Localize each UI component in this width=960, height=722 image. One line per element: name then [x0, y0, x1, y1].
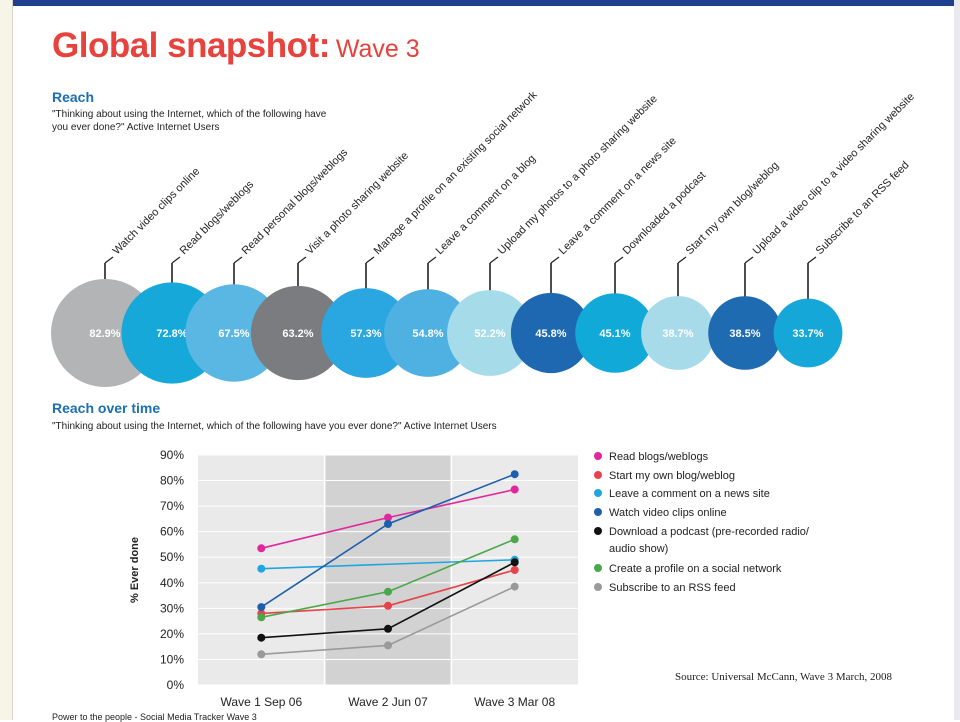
series-point — [257, 603, 266, 612]
y-tick-label: 50% — [160, 550, 184, 564]
legend-label: Read blogs/weblogs — [609, 451, 709, 463]
bubble-value-label: 72.8% — [156, 328, 187, 340]
bubble-value-label: 57.3% — [350, 328, 381, 340]
series-point — [257, 564, 266, 573]
series-point — [384, 601, 392, 610]
series-point — [257, 633, 266, 642]
y-tick-label: 70% — [160, 499, 184, 513]
window-right-border — [954, 0, 960, 720]
bubble-value-label: 45.1% — [599, 328, 630, 340]
leader-tick — [550, 256, 560, 264]
series-point — [257, 613, 266, 622]
y-tick-label: 20% — [160, 627, 184, 641]
leader-tick — [677, 256, 687, 264]
y-tick-label: 10% — [160, 652, 184, 666]
series-point — [384, 624, 392, 633]
leader-tick — [807, 256, 817, 264]
bubble — [384, 289, 472, 377]
legend-label: Create a profile on a social network — [609, 563, 782, 575]
window-top-border — [0, 0, 960, 6]
leader-tick — [104, 256, 114, 264]
y-tick-label: 80% — [160, 474, 184, 488]
bubble-value-label: 38.5% — [729, 328, 760, 340]
bubble-value-label: 33.7% — [792, 328, 823, 340]
series-point — [510, 582, 519, 591]
page-title: Global snapshot: Wave 3 — [52, 26, 420, 66]
footer-text: Power to the people - Social Media Track… — [52, 712, 257, 722]
legend-marker — [594, 489, 602, 497]
legend-marker — [594, 471, 602, 479]
bubble — [321, 288, 411, 378]
bubble — [510, 292, 592, 374]
series-point — [384, 513, 392, 522]
leader-tick — [365, 256, 375, 264]
bubble-value-label: 52.2% — [474, 328, 505, 340]
leader-tick — [233, 256, 243, 264]
title-sub: Wave 3 — [335, 35, 420, 63]
legend-marker — [594, 583, 602, 591]
reach-over-time-heading: Reach over time — [52, 400, 161, 416]
bubble — [708, 296, 782, 370]
y-tick-label: 90% — [160, 448, 184, 462]
series-point — [384, 587, 392, 596]
legend-marker — [594, 452, 602, 460]
bubble — [641, 296, 715, 370]
series-point — [384, 520, 392, 528]
legend-marker — [594, 527, 602, 535]
series-point — [257, 544, 266, 553]
series-line — [261, 559, 515, 570]
legend-label: Start my own blog/weblog — [609, 470, 735, 482]
legend-label: Download a podcast (pre-recorded radio/ — [609, 526, 810, 538]
y-axis-label: % Ever done — [129, 537, 141, 603]
leader-tick — [427, 256, 437, 264]
bubble-value-label: 45.8% — [535, 328, 566, 340]
leader-tick — [744, 256, 754, 264]
y-tick-label: 60% — [160, 525, 184, 539]
legend-label: Leave a comment on a news site — [609, 488, 770, 500]
leader-tick — [171, 256, 181, 264]
bubble-value-label: 54.8% — [412, 328, 443, 340]
leader-tick — [297, 256, 307, 264]
leader-tick — [489, 256, 499, 264]
y-tick-label: 0% — [167, 678, 185, 692]
reach-over-time-question: "Thinking about using the Internet, whic… — [52, 421, 497, 432]
x-tick-label: Wave 1 Sep 06 — [221, 695, 303, 709]
legend-label-continued: audio show) — [609, 543, 668, 555]
legend-marker — [594, 564, 602, 572]
legend-label: Subscribe to an RSS feed — [609, 582, 736, 594]
reach-heading: Reach — [52, 89, 95, 105]
bubble-value-label: 63.2% — [282, 328, 313, 340]
bubble-value-label: 38.7% — [662, 328, 693, 340]
bubble — [773, 298, 843, 368]
series-point — [510, 470, 519, 479]
reach-question: "Thinking about using the Internet, whic… — [52, 109, 327, 133]
x-tick-label: Wave 3 Mar 08 — [474, 695, 555, 709]
legend-label: Watch video clips online — [609, 507, 727, 519]
y-tick-label: 40% — [160, 576, 184, 590]
highlighted-band — [324, 455, 452, 685]
bubble — [447, 290, 533, 376]
bubble-value-label: 82.9% — [89, 328, 120, 340]
window-left-border — [0, 0, 13, 720]
leader-tick — [614, 256, 624, 264]
series-point — [510, 558, 519, 567]
legend-marker — [594, 508, 602, 516]
bubble-value-label: 67.5% — [218, 328, 249, 340]
bubble — [575, 293, 655, 373]
bubble — [250, 285, 346, 381]
source-note: Source: Universal McCann, Wave 3 March, … — [675, 671, 893, 683]
series-point — [384, 641, 392, 650]
y-tick-label: 30% — [160, 601, 184, 615]
title-main: Global snapshot: — [52, 26, 330, 65]
series-point — [510, 485, 519, 494]
x-tick-label: Wave 2 Jun 07 — [348, 695, 428, 709]
series-point — [257, 650, 266, 659]
series-point — [510, 566, 519, 574]
series-point — [510, 535, 519, 544]
